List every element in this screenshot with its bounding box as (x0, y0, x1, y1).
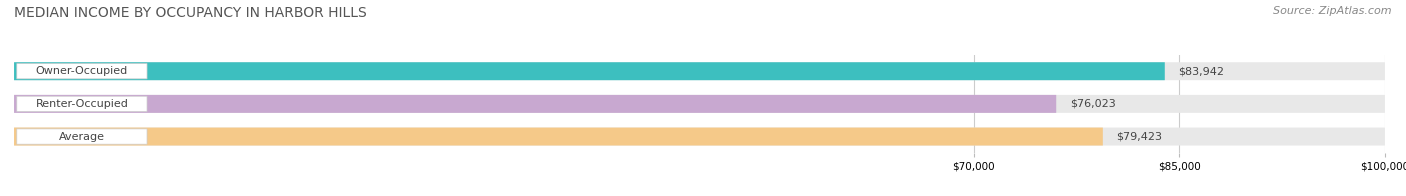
FancyBboxPatch shape (14, 62, 1164, 80)
Text: Average: Average (59, 132, 105, 142)
FancyBboxPatch shape (17, 96, 148, 112)
Text: MEDIAN INCOME BY OCCUPANCY IN HARBOR HILLS: MEDIAN INCOME BY OCCUPANCY IN HARBOR HIL… (14, 6, 367, 20)
Text: Source: ZipAtlas.com: Source: ZipAtlas.com (1274, 6, 1392, 16)
Text: $79,423: $79,423 (1116, 132, 1163, 142)
Text: $83,942: $83,942 (1178, 66, 1225, 76)
FancyBboxPatch shape (14, 128, 1385, 145)
FancyBboxPatch shape (14, 62, 1385, 80)
FancyBboxPatch shape (14, 95, 1056, 113)
Text: Renter-Occupied: Renter-Occupied (35, 99, 128, 109)
Text: Owner-Occupied: Owner-Occupied (35, 66, 128, 76)
FancyBboxPatch shape (14, 128, 1102, 145)
FancyBboxPatch shape (17, 129, 148, 144)
FancyBboxPatch shape (17, 64, 148, 79)
Text: $76,023: $76,023 (1070, 99, 1116, 109)
FancyBboxPatch shape (14, 95, 1385, 113)
